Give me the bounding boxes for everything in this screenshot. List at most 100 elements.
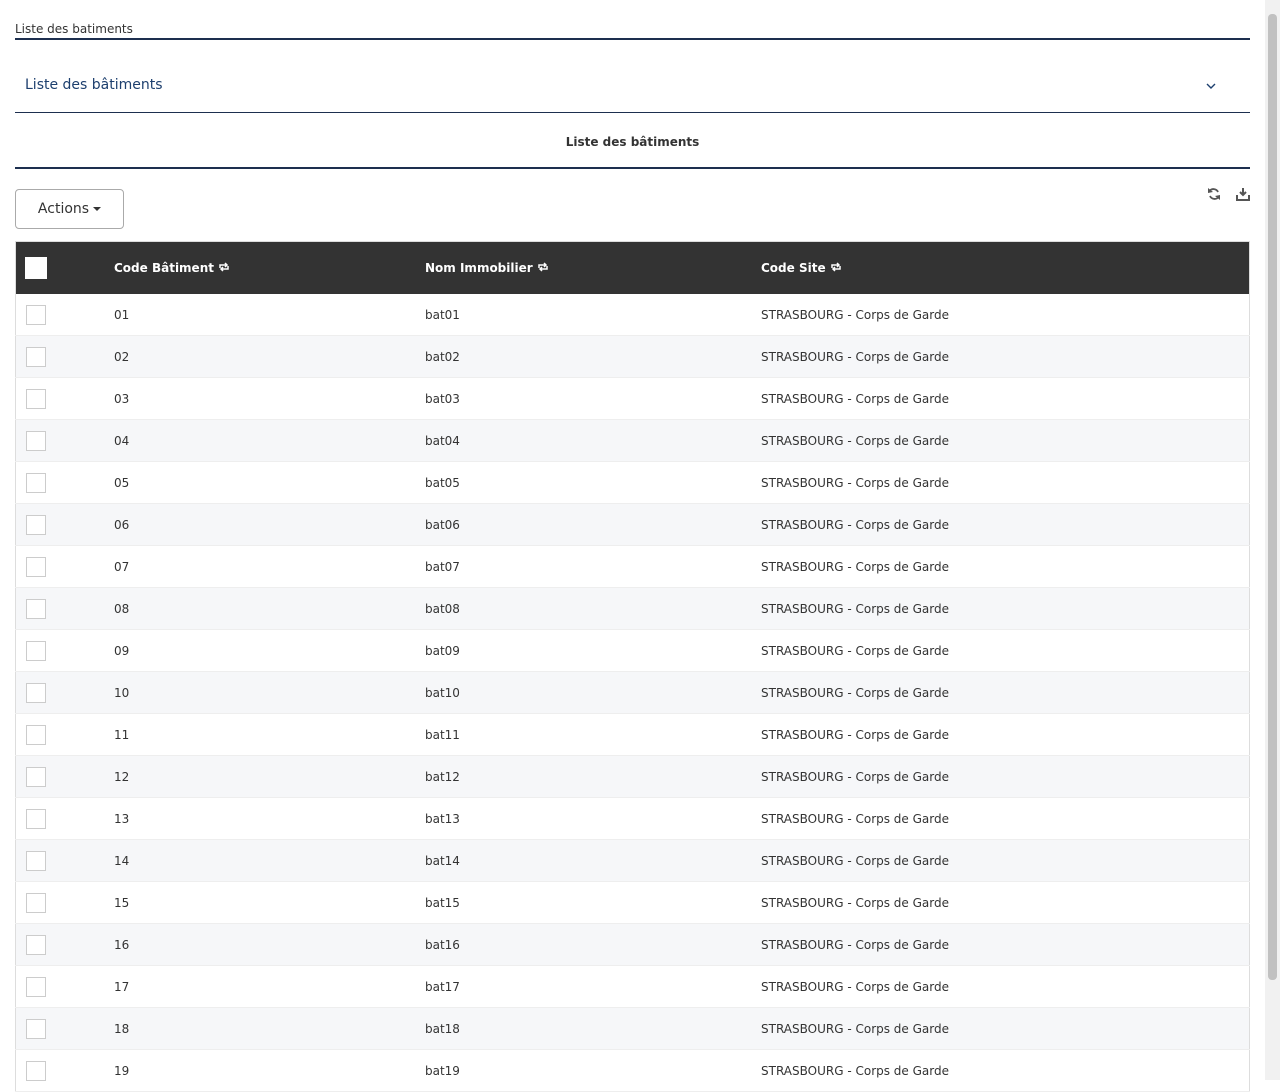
table-cell: STRASBOURG - Corps de Garde <box>761 377 1250 420</box>
row-checkbox[interactable] <box>26 430 46 451</box>
row-checkbox[interactable] <box>26 808 46 829</box>
refresh-icon[interactable] <box>1207 187 1221 201</box>
sort-icon <box>218 261 230 275</box>
row-checkbox[interactable] <box>26 1060 46 1081</box>
cell-text: 16 <box>114 937 130 952</box>
table-cell: STRASBOURG - Corps de Garde <box>761 419 1250 462</box>
row-checkbox[interactable] <box>26 556 46 577</box>
cell-text: bat02 <box>425 349 460 364</box>
cell-text: STRASBOURG - Corps de Garde <box>761 349 949 364</box>
select-cell <box>15 503 114 546</box>
table-cell: bat09 <box>425 629 761 672</box>
cell-text: bat14 <box>425 853 460 868</box>
select-cell <box>15 965 114 1008</box>
table-cell: STRASBOURG - Corps de Garde <box>761 629 1250 672</box>
table-row: 07 bat07 STRASBOURG - Corps de Garde <box>15 545 1250 588</box>
cell-text: bat13 <box>425 811 460 826</box>
table-row: 04 bat04 STRASBOURG - Corps de Garde <box>15 419 1250 462</box>
table-row: 01 bat01 STRASBOURG - Corps de Garde <box>15 294 1250 336</box>
select-cell <box>15 545 114 588</box>
cell-text: STRASBOURG - Corps de Garde <box>761 559 949 574</box>
table-row: 02 bat02 STRASBOURG - Corps de Garde <box>15 335 1250 378</box>
row-checkbox[interactable] <box>26 346 46 367</box>
select-cell <box>15 1007 114 1050</box>
select-cell <box>15 587 114 630</box>
table-cell: bat17 <box>425 965 761 1008</box>
column-header[interactable]: Code Bâtiment <box>114 241 425 294</box>
table-cell: 11 <box>114 713 425 756</box>
cell-text: STRASBOURG - Corps de Garde <box>761 391 949 406</box>
cell-text: STRASBOURG - Corps de Garde <box>761 727 949 742</box>
table-cell: STRASBOURG - Corps de Garde <box>761 587 1250 630</box>
cell-text: bat06 <box>425 517 460 532</box>
table-cell: STRASBOURG - Corps de Garde <box>761 545 1250 588</box>
actions-button[interactable]: Actions <box>15 189 124 229</box>
cell-text: 14 <box>114 853 130 868</box>
column-header[interactable]: Nom Immobilier <box>425 241 761 294</box>
select-cell <box>15 755 114 798</box>
table-cell: bat12 <box>425 755 761 798</box>
row-checkbox[interactable] <box>26 892 46 913</box>
table-cell: 08 <box>114 587 425 630</box>
table-cell: 03 <box>114 377 425 420</box>
table-cell: 10 <box>114 671 425 714</box>
row-checkbox[interactable] <box>26 598 46 619</box>
column-header[interactable]: Code Site <box>761 241 1250 294</box>
table-cell: bat11 <box>425 713 761 756</box>
cell-text: 07 <box>114 559 130 574</box>
sort-icon <box>830 261 842 275</box>
sort-icon <box>537 261 549 275</box>
row-checkbox[interactable] <box>26 304 46 325</box>
row-checkbox[interactable] <box>26 850 46 871</box>
table-row: 10 bat10 STRASBOURG - Corps de Garde <box>15 671 1250 714</box>
cell-text: 12 <box>114 769 130 784</box>
table-row: 19 bat19 STRASBOURG - Corps de Garde <box>15 1049 1250 1092</box>
table-cell: bat16 <box>425 923 761 966</box>
cell-text: bat03 <box>425 391 460 406</box>
table-cell: STRASBOURG - Corps de Garde <box>761 965 1250 1008</box>
row-checkbox[interactable] <box>26 472 46 493</box>
table-cell: bat10 <box>425 671 761 714</box>
select-cell <box>15 629 114 672</box>
actions-label: Actions <box>37 201 90 217</box>
table-cell: STRASBOURG - Corps de Garde <box>761 671 1250 714</box>
table-cell: STRASBOURG - Corps de Garde <box>761 881 1250 924</box>
row-checkbox[interactable] <box>26 1018 46 1039</box>
table-cell: bat02 <box>425 335 761 378</box>
table-cell: 02 <box>114 335 425 378</box>
table-row: 03 bat03 STRASBOURG - Corps de Garde <box>15 377 1250 420</box>
select-cell <box>15 335 114 378</box>
table-cell: 07 <box>114 545 425 588</box>
table-cell: bat15 <box>425 881 761 924</box>
row-checkbox[interactable] <box>26 724 46 745</box>
cell-text: 13 <box>114 811 130 826</box>
header-label: Nom Immobilier <box>425 260 533 275</box>
select-cell <box>15 923 114 966</box>
cell-text: 08 <box>114 601 130 616</box>
scroll-thumb[interactable] <box>1268 14 1277 980</box>
row-checkbox[interactable] <box>26 514 46 535</box>
breadcrumb[interactable]: Liste des batiments <box>15 22 1250 40</box>
row-checkbox[interactable] <box>26 766 46 787</box>
table-cell: 01 <box>114 294 425 336</box>
row-checkbox[interactable] <box>26 682 46 703</box>
cell-text: STRASBOURG - Corps de Garde <box>761 979 949 994</box>
select-cell <box>15 797 114 840</box>
scrollbar[interactable] <box>1265 0 1280 1080</box>
table-cell: bat08 <box>425 587 761 630</box>
select-all-checkbox[interactable] <box>25 257 47 279</box>
table-cell: STRASBOURG - Corps de Garde <box>761 839 1250 882</box>
cell-text: bat11 <box>425 727 460 742</box>
table-cell: STRASBOURG - Corps de Garde <box>761 1007 1250 1050</box>
download-icon[interactable] <box>1236 187 1250 201</box>
cell-text: 19 <box>114 1063 130 1078</box>
row-checkbox[interactable] <box>26 934 46 955</box>
row-checkbox[interactable] <box>26 388 46 409</box>
row-checkbox[interactable] <box>26 640 46 661</box>
cell-text: 01 <box>114 307 130 322</box>
row-checkbox[interactable] <box>26 976 46 997</box>
panel-header[interactable]: Liste des bâtiments <box>15 64 1250 113</box>
cell-text: 17 <box>114 979 130 994</box>
table-cell: bat06 <box>425 503 761 546</box>
